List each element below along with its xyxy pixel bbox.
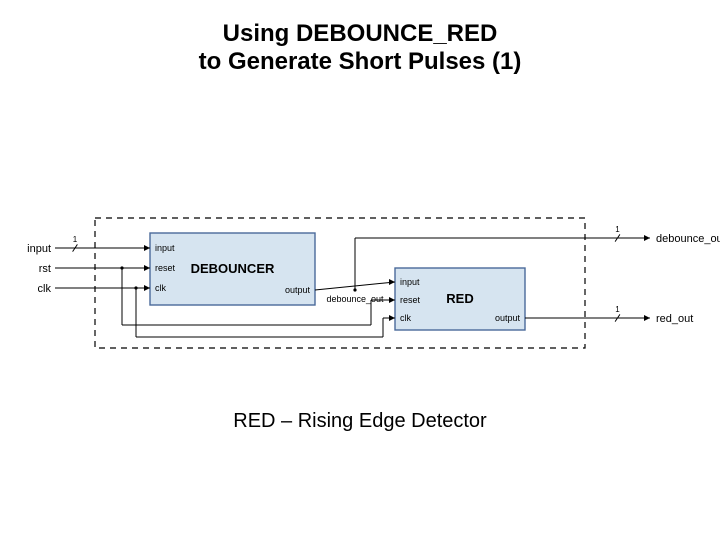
footer-text: RED – Rising Edge Detector: [233, 410, 486, 432]
svg-text:input: input: [27, 243, 51, 255]
svg-text:input: input: [155, 243, 175, 253]
svg-text:1: 1: [615, 225, 620, 234]
svg-text:1: 1: [73, 235, 78, 244]
svg-text:red_out: red_out: [656, 313, 693, 325]
svg-text:rst: rst: [39, 263, 51, 275]
block-diagram: 1 input rst clk DEBOUNCER input reset clk output…: [0, 0, 720, 540]
svg-text:reset: reset: [400, 295, 421, 305]
svg-text:clk: clk: [38, 283, 52, 295]
footer-caption: RED – Rising Edge Detector: [0, 410, 720, 433]
svg-text:debounce_out: debounce_out: [656, 233, 720, 245]
svg-text:reset: reset: [155, 263, 176, 273]
svg-text:debounce_out: debounce_out: [326, 294, 384, 304]
svg-text:clk: clk: [155, 283, 166, 293]
svg-text:output: output: [285, 285, 311, 295]
svg-text:RED: RED: [446, 291, 473, 306]
svg-text:input: input: [400, 277, 420, 287]
svg-text:1: 1: [615, 305, 620, 314]
svg-text:clk: clk: [400, 313, 411, 323]
svg-text:DEBOUNCER: DEBOUNCER: [191, 261, 275, 276]
svg-text:output: output: [495, 313, 521, 323]
